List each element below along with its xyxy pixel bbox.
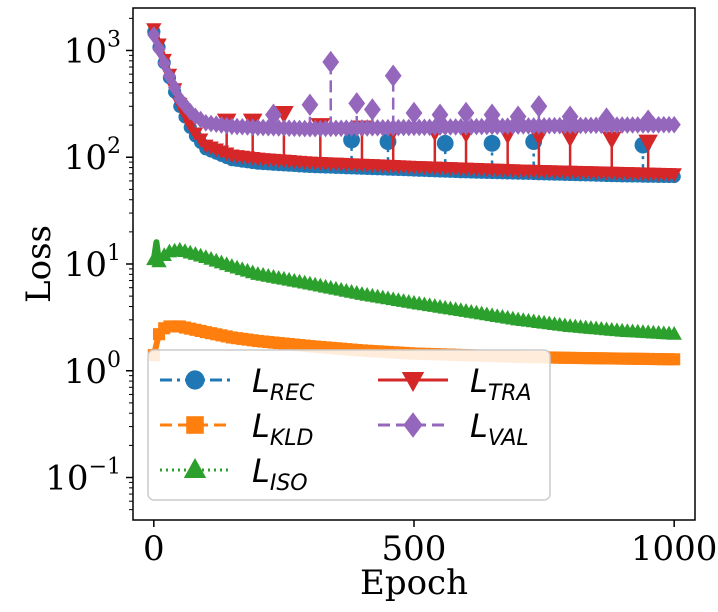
spike-point xyxy=(265,103,282,126)
series-iso-markers xyxy=(146,241,682,340)
spike-point xyxy=(363,98,381,121)
legend-marker xyxy=(401,372,425,392)
legend-marker xyxy=(186,416,204,434)
legend-item-val: LVAL xyxy=(378,407,529,451)
legend-label: LISO xyxy=(252,452,308,496)
spike-point xyxy=(348,92,366,115)
spike-point xyxy=(322,50,340,74)
spike-point xyxy=(457,101,475,125)
legend-item-iso: LISO xyxy=(160,452,308,496)
legend-label: LREC xyxy=(252,362,315,406)
legend-marker xyxy=(403,412,423,438)
y-tick-label: 103 xyxy=(64,27,121,71)
series-val xyxy=(147,26,681,138)
x-tick-label: 1000 xyxy=(631,529,718,569)
spike-point xyxy=(343,131,360,149)
legend-item-rec: LREC xyxy=(160,362,315,406)
spike-point xyxy=(530,95,548,118)
y-axis-title: Loss xyxy=(19,225,59,303)
y-tick-label: 101 xyxy=(64,241,121,285)
x-tick-label: 500 xyxy=(382,529,447,569)
spike-point xyxy=(405,101,423,125)
spike-point xyxy=(639,109,657,132)
legend-item-kld: LKLD xyxy=(160,407,313,451)
spike-point xyxy=(483,134,501,152)
spike-point xyxy=(301,93,319,116)
spike-point xyxy=(598,107,615,130)
series-iso xyxy=(146,239,682,340)
legend-label: LVAL xyxy=(470,407,529,451)
series-line xyxy=(150,27,675,177)
y-tick-label: 10−1 xyxy=(45,455,121,499)
data-point xyxy=(667,115,681,134)
spike-point xyxy=(274,105,294,124)
y-tick-label: 102 xyxy=(64,134,121,178)
legend-box xyxy=(147,349,551,501)
series-tra xyxy=(146,23,682,183)
spike-point xyxy=(384,64,402,87)
spike-point xyxy=(483,103,501,126)
spike-point xyxy=(638,134,658,153)
x-tick-label: 0 xyxy=(143,529,165,569)
spike-point xyxy=(436,134,454,152)
spike-point xyxy=(509,105,527,128)
legend-item-tra: LTRA xyxy=(378,362,532,406)
series-line xyxy=(150,239,675,338)
x-axis-title: Epoch xyxy=(360,563,468,603)
legend-label: LTRA xyxy=(470,362,532,406)
legend-label: LKLD xyxy=(252,407,313,451)
spike-point xyxy=(601,131,622,149)
spike-point xyxy=(431,103,449,126)
series-layer xyxy=(146,23,682,366)
spike-point xyxy=(560,129,580,148)
legend-marker xyxy=(185,370,205,390)
y-tick-label: 100 xyxy=(64,348,121,392)
axis-ticks: 0 500 1000 10−1 100 101 102 103 xyxy=(45,17,718,569)
spike-point xyxy=(561,105,579,128)
legend-marker xyxy=(183,458,207,478)
